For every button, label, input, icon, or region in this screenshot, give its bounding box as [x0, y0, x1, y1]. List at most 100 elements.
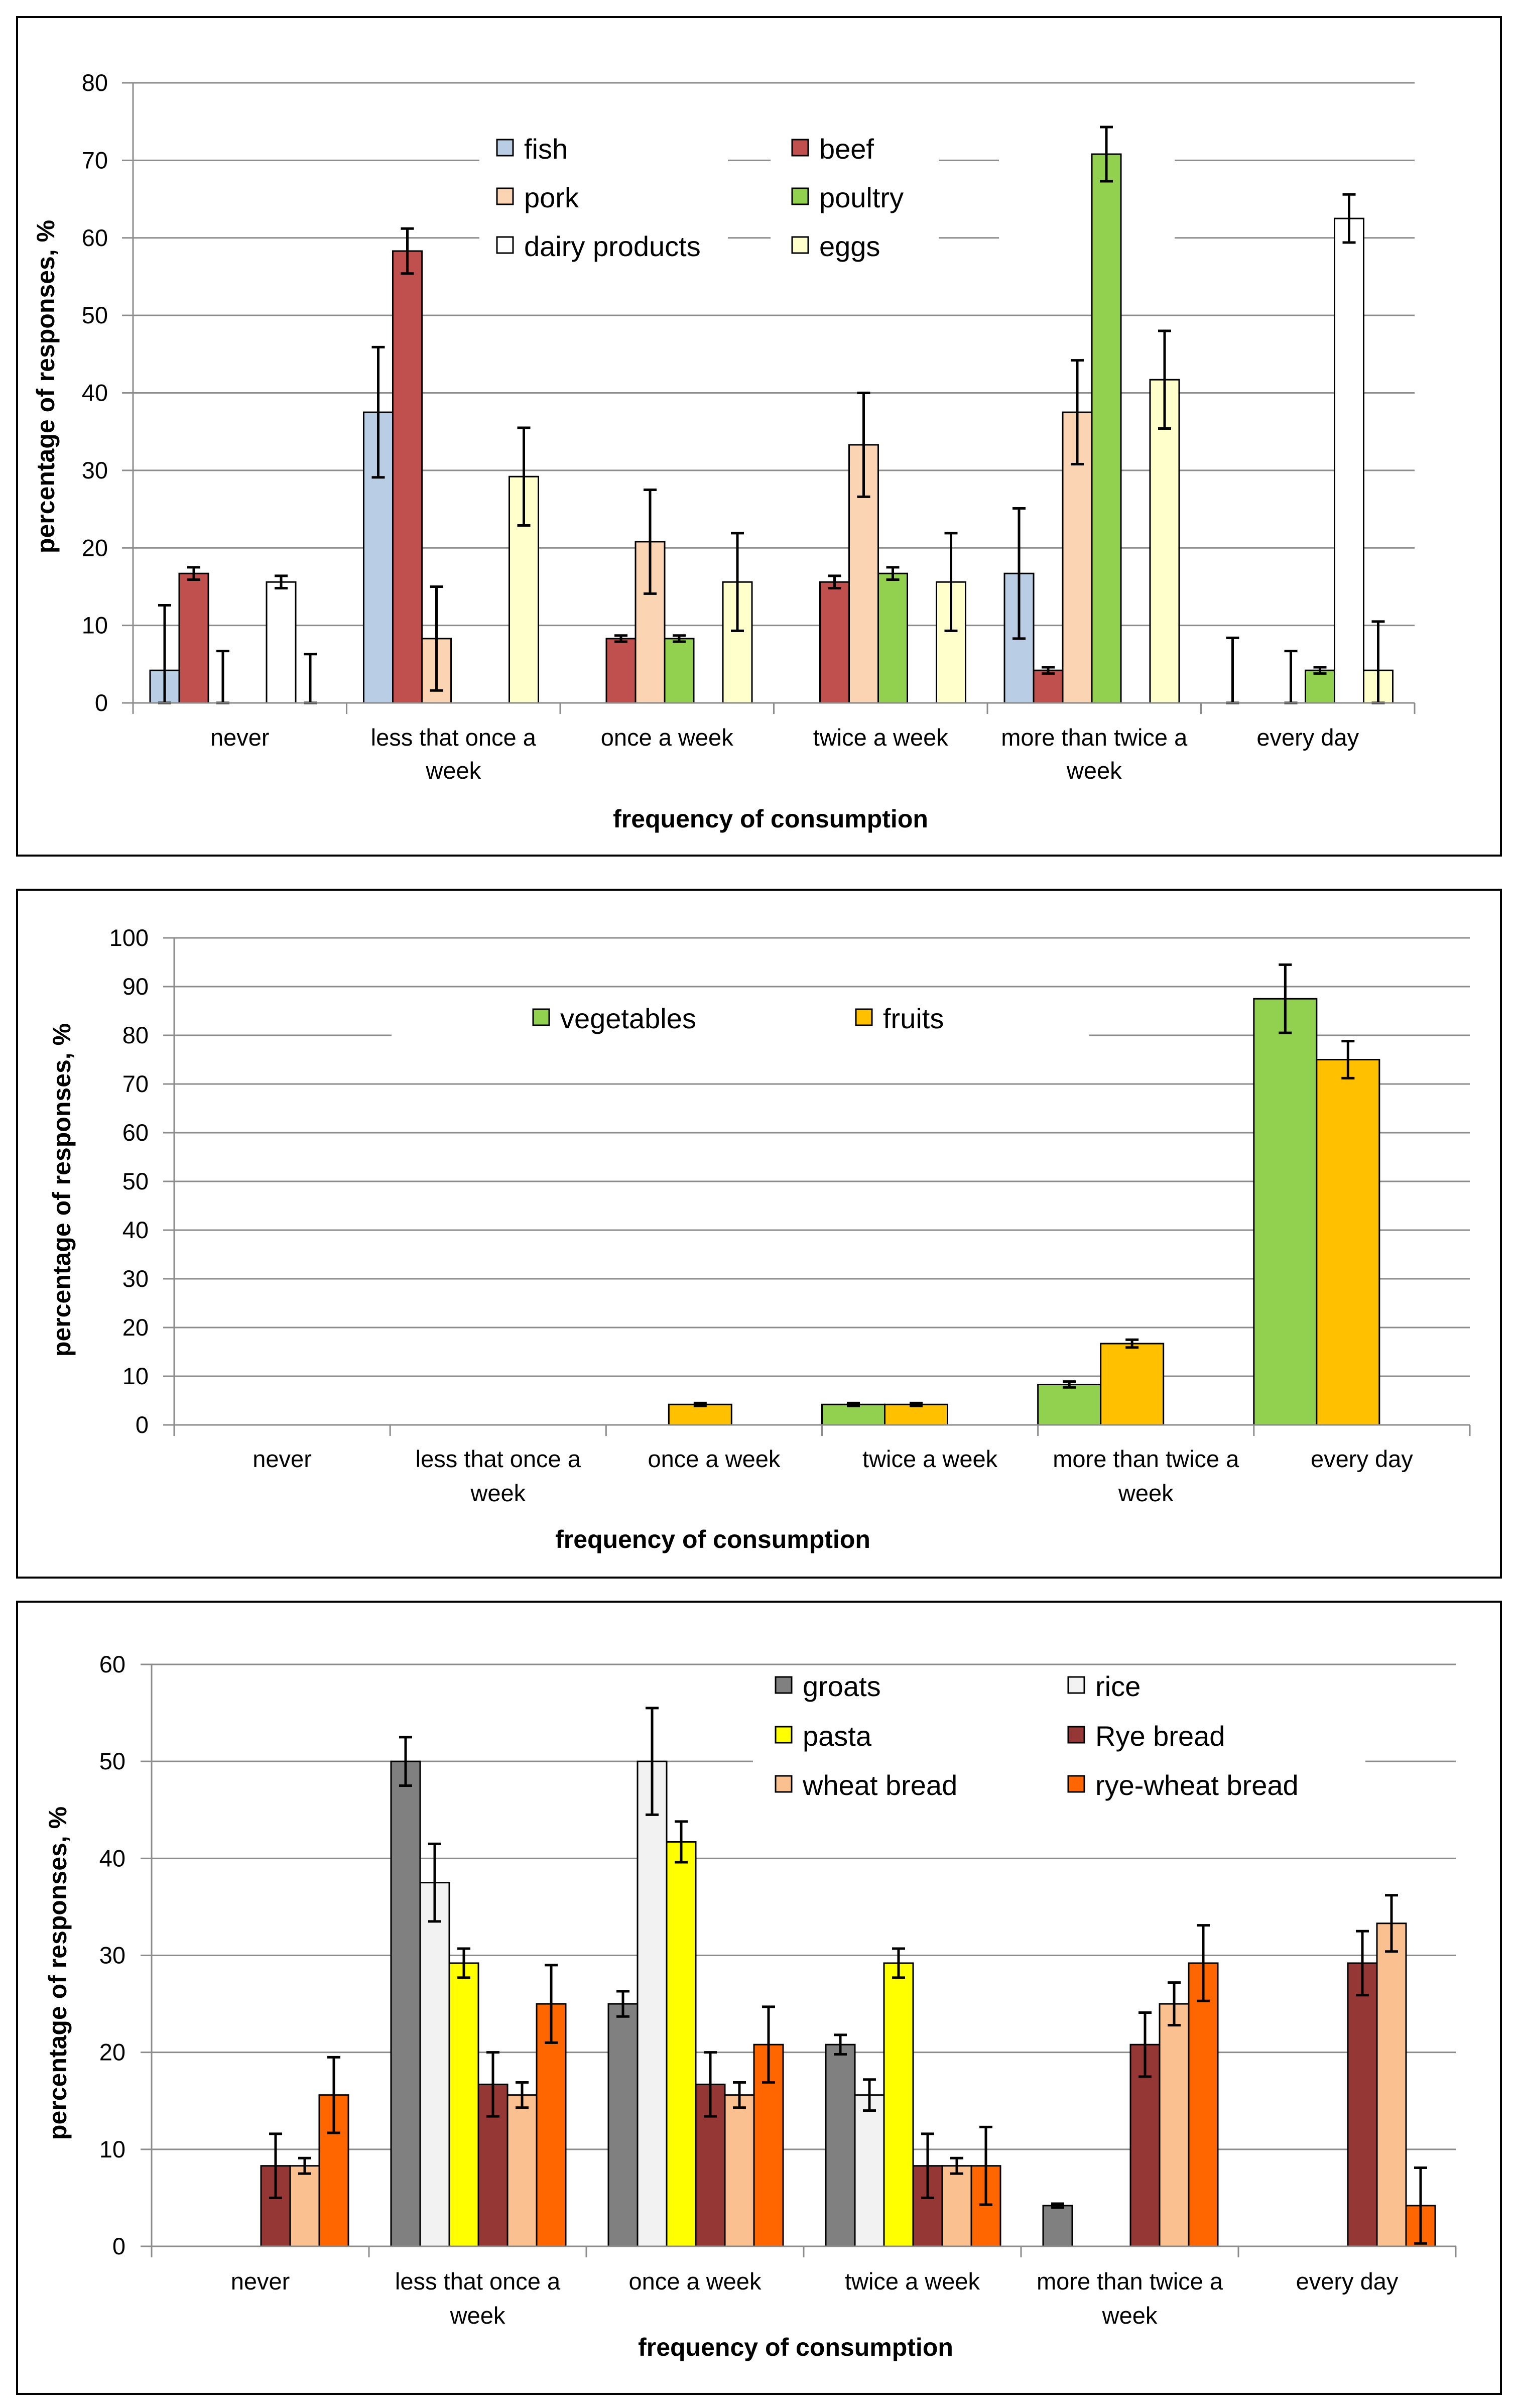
y-tick-label: 100: [109, 924, 149, 951]
bar-groats-less-that-once-a-week: [390, 1760, 421, 2247]
y-tick-label: 30: [82, 457, 108, 484]
bar-beef-never: [178, 572, 209, 704]
legend-item-poultry: poultry: [791, 182, 904, 213]
y-tick-label: 10: [122, 1363, 149, 1389]
legend-item-pork: pork: [496, 182, 579, 213]
y-tick-label: 70: [122, 1070, 149, 1097]
bar-rice-twice-a-week: [854, 2094, 885, 2247]
y-tick-label: 10: [82, 612, 108, 639]
legend-label: pork: [524, 182, 579, 213]
y-tick-label: 50: [82, 302, 108, 328]
x-category-label: never: [252, 1446, 312, 1472]
y-tick-label: 80: [122, 1022, 149, 1048]
panel-2-y-axis-label: percentage of responses, %: [48, 1023, 76, 1357]
x-category-label: more than twice a week: [1037, 2268, 1223, 2329]
panel-2-x-axis-label: frequency of consumption: [555, 1525, 870, 1553]
panel-1-gridlines: [133, 82, 1415, 627]
panel-2-x-categories: never less that once a week once a week twic…: [252, 1446, 1413, 1506]
bar-fruits-twice-a-week: [884, 1403, 948, 1426]
legend-label: vegetables: [560, 1003, 696, 1034]
bar-wheat-bread-more-than-twice-a-week: [1159, 2003, 1190, 2247]
legend-label: fruits: [883, 1003, 944, 1034]
legend-label: wheat bread: [802, 1769, 957, 1801]
x-category-label: never: [231, 2268, 290, 2295]
x-category-label: twice a week: [813, 724, 949, 751]
x-category-label: twice a week: [862, 1446, 998, 1472]
legend-label: groats: [803, 1670, 881, 1702]
panel-3-x-axis-label: frequency of consumption: [638, 2333, 953, 2361]
y-tick-label: 30: [99, 1942, 125, 1969]
legend-swatch: [855, 1008, 873, 1026]
bar-wheat-bread-once-a-week: [724, 2094, 755, 2247]
x-category-label: once a week: [648, 1446, 780, 1472]
legend-swatch: [496, 187, 514, 205]
bar-beef-once-a-week: [605, 638, 637, 704]
legend-label: fish: [524, 133, 568, 165]
legend-label: beef: [819, 133, 874, 165]
panel-3-legend: groats rice pasta Rye bread wheat bread rye-w…: [775, 1670, 1299, 1801]
bar-poultry-every-day: [1305, 669, 1335, 704]
legend-label: eggs: [819, 230, 880, 262]
y-tick-label: 60: [82, 224, 108, 251]
panel-3-y-axis-label: percentage of responses, %: [44, 1807, 72, 2140]
legend-swatch: [1067, 1676, 1085, 1694]
x-category-label: every day: [1296, 2268, 1399, 2295]
x-category-label: never: [210, 724, 270, 751]
bar-beef-twice-a-week: [819, 581, 850, 704]
legend-item-rice: rice: [1067, 1670, 1141, 1702]
legend-label: dairy products: [524, 230, 701, 262]
legend-item-beef: beef: [791, 133, 874, 165]
bar-fruits-more-than-twice-a-week: [1100, 1343, 1165, 1426]
bar-pasta-once-a-week: [666, 1841, 697, 2247]
x-category-label: once a week: [629, 2268, 762, 2295]
x-category-label: less that once a week: [395, 2268, 561, 2329]
legend-label: rice: [1095, 1670, 1141, 1702]
bar-rye-bread-every-day: [1347, 1962, 1378, 2247]
bar-beef-less-that-once-a-week: [392, 250, 423, 704]
bar-wheat-bread-twice-a-week: [941, 2165, 972, 2247]
legend-swatch: [496, 236, 514, 254]
bar-vegetables-every-day: [1253, 998, 1318, 1426]
legend-item-groats: groats: [775, 1670, 881, 1702]
x-category-label: once a week: [601, 724, 733, 751]
y-tick-label: 40: [99, 1845, 125, 1871]
bar-rice-less-that-once-a-week: [419, 1882, 450, 2247]
y-tick-label: 20: [99, 2039, 125, 2066]
panel-3-frame: [16, 1601, 1502, 2395]
legend-label: pasta: [803, 1720, 872, 1752]
legend-swatch: [1067, 1726, 1085, 1744]
legend-swatch: [791, 187, 809, 205]
x-category-label: more than twice a week: [1001, 724, 1188, 784]
bar-wheat-bread-never: [289, 2165, 320, 2247]
bar-poultry-twice-a-week: [877, 572, 908, 704]
legend-label: rye-wheat bread: [1095, 1769, 1299, 1801]
legend-item-fish: fish: [496, 133, 568, 165]
y-tick-label: 30: [122, 1265, 149, 1292]
panel-2-legend: vegetables fruits: [532, 1003, 944, 1034]
y-tick-label: 60: [99, 1651, 125, 1677]
y-tick-label: 0: [112, 2233, 125, 2259]
legend-swatch: [791, 236, 809, 254]
legend-swatch: [532, 1008, 550, 1026]
panel-1-error-bars: [158, 126, 1385, 704]
panel-2-y-ticks: 0 10 20 30 40 50 60 70 80 90 100: [109, 924, 174, 1438]
y-tick-label: 40: [82, 380, 108, 406]
bar-dairy-products-every-day: [1334, 217, 1364, 704]
y-tick-label: 60: [122, 1119, 149, 1146]
bar-poultry-more-than-twice-a-week: [1091, 153, 1122, 704]
legend-item-pasta: pasta: [775, 1720, 872, 1752]
panel-3-error-bars: [269, 1707, 1427, 2245]
panel-2-bars: [668, 998, 1380, 1426]
legend-swatch: [496, 139, 514, 157]
legend-swatch: [1067, 1775, 1085, 1793]
panel-2-axes: [173, 938, 1471, 1436]
bar-pasta-less-that-once-a-week: [448, 1962, 479, 2247]
x-category-label: twice a week: [845, 2268, 980, 2295]
bar-vegetables-twice-a-week: [821, 1403, 886, 1426]
bar-vegetables-more-than-twice-a-week: [1037, 1383, 1102, 1426]
panel-1-y-ticks: 0 10 20 30 40 50 60 70 80: [82, 69, 133, 716]
bar-beef-more-than-twice-a-week: [1033, 669, 1064, 704]
y-tick-label: 90: [122, 973, 149, 1000]
legend-label: Rye bread: [1095, 1720, 1225, 1752]
